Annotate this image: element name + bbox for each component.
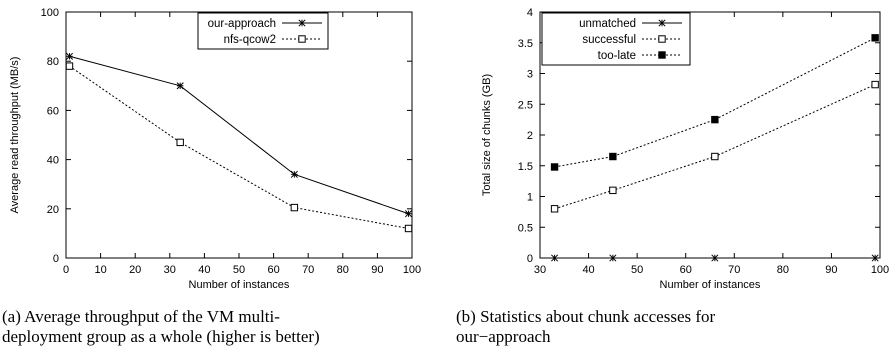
- data-point-nfs-qcow2: [404, 224, 413, 233]
- data-point-our-approach: [404, 210, 413, 218]
- series-line-successful: [554, 84, 876, 210]
- data-point-too-late: [871, 34, 879, 42]
- caption-line: our−approach: [456, 327, 551, 346]
- series-line-too-late: [554, 37, 876, 168]
- caption-line: (a) Average throughput of the VM multi-: [2, 307, 280, 326]
- y-tick-label: 0.5: [518, 222, 533, 234]
- y-tick-label: 4: [527, 7, 533, 19]
- x-tick-label: 40: [198, 264, 210, 276]
- y-axis-label: Total size of chunks (GB): [481, 74, 493, 196]
- legend-box: [197, 12, 329, 50]
- data-point-nfs-qcow2: [176, 138, 184, 147]
- chart-a-marks: 0 10 20 30 40 50 60 70 80 90 100 0 20 40 60 80 100 Number…: [2, 7, 421, 346]
- data-point-our-approach: [65, 52, 74, 60]
- y-tick-label: 40: [47, 155, 59, 167]
- x-tick-label: 30: [534, 264, 546, 276]
- y-tick-label: 100: [41, 7, 59, 19]
- y-tick-label: 1.5: [518, 161, 533, 173]
- data-point-unmatched: [609, 254, 617, 262]
- chart-b-marks: 30 40 50 60 70 80 90 100 0 0.5 1 1.5 2 2.5 3 3.5 4 Number…: [456, 7, 889, 346]
- y-tick-label: 2.5: [518, 99, 533, 111]
- legend-label: nfs-qcow2: [224, 34, 276, 46]
- x-tick-label: 50: [631, 264, 643, 276]
- x-tick-label: 90: [371, 264, 383, 276]
- chart-a: 0 10 20 30 40 50 60 70 80 90 100 0 20 40 60 80 100 Number…: [2, 7, 421, 346]
- x-tick-label: 50: [233, 264, 245, 276]
- legend-marker: [658, 35, 666, 43]
- x-tick-label: 20: [129, 264, 141, 276]
- data-point-too-late: [711, 115, 719, 124]
- y-tick-label: 3: [527, 69, 533, 81]
- x-tick-label: 70: [728, 264, 740, 276]
- data-point-unmatched: [551, 254, 559, 262]
- series-line-nfs-qcow2: [69, 65, 409, 229]
- caption-line: deployment group as a whole (higher is b…: [2, 327, 320, 346]
- y-tick-label: 0: [527, 253, 533, 265]
- data-point-successful: [609, 186, 617, 195]
- legend-marker: [298, 35, 306, 43]
- x-tick-label: 80: [337, 264, 349, 276]
- x-axis-label: Number of instances: [189, 279, 290, 291]
- y-tick-label: 60: [47, 105, 59, 117]
- caption-line: (b) Statistics about chunk accesses for: [456, 307, 716, 326]
- x-tick-label: 80: [777, 264, 789, 276]
- data-point-our-approach: [290, 170, 298, 178]
- y-tick-label: 3.5: [518, 38, 533, 50]
- x-tick-label: 0: [63, 264, 69, 276]
- data-point-successful: [711, 152, 719, 161]
- data-point-too-late: [609, 152, 617, 161]
- x-axis-label: Number of instances: [660, 279, 761, 291]
- y-tick-label: 80: [47, 56, 59, 68]
- data-point-unmatched: [711, 254, 719, 262]
- legend-label: unmatched: [579, 18, 636, 30]
- legend-label: too-late: [598, 50, 636, 62]
- y-tick-label: 20: [47, 204, 59, 216]
- y-tick-label: 1: [527, 192, 533, 204]
- y-tick-label: 0: [53, 253, 59, 265]
- legend-marker: [298, 19, 306, 27]
- y-axis-label: Average read throughput (MB/s): [9, 57, 21, 214]
- legend-marker: [658, 19, 666, 27]
- data-point-successful: [550, 205, 559, 213]
- x-tick-label: 10: [94, 264, 106, 276]
- x-tick-label: 60: [680, 264, 692, 276]
- data-point-nfs-qcow2: [290, 203, 299, 212]
- x-tick-label: 40: [582, 264, 594, 276]
- x-tick-label: 30: [164, 264, 176, 276]
- x-tick-label: 70: [302, 264, 314, 276]
- x-tick-label: 60: [267, 264, 279, 276]
- legend-label: successful: [582, 34, 636, 46]
- x-tick-label: 100: [403, 264, 421, 276]
- legend-marker: [658, 51, 666, 59]
- data-point-our-approach: [176, 82, 184, 90]
- x-tick-label: 100: [871, 264, 889, 276]
- data-point-unmatched: [871, 254, 879, 262]
- chart-b: 30 40 50 60 70 80 90 100 0 0.5 1 1.5 2 2.5 3 3.5 4 Number…: [456, 7, 889, 346]
- data-point-too-late: [550, 163, 559, 171]
- x-tick-label: 90: [825, 264, 837, 276]
- data-point-successful: [871, 80, 879, 89]
- y-tick-label: 2: [527, 130, 533, 142]
- legend-label: our-approach: [208, 18, 276, 30]
- data-point-nfs-qcow2: [65, 62, 74, 70]
- series-line-our-approach: [69, 55, 409, 215]
